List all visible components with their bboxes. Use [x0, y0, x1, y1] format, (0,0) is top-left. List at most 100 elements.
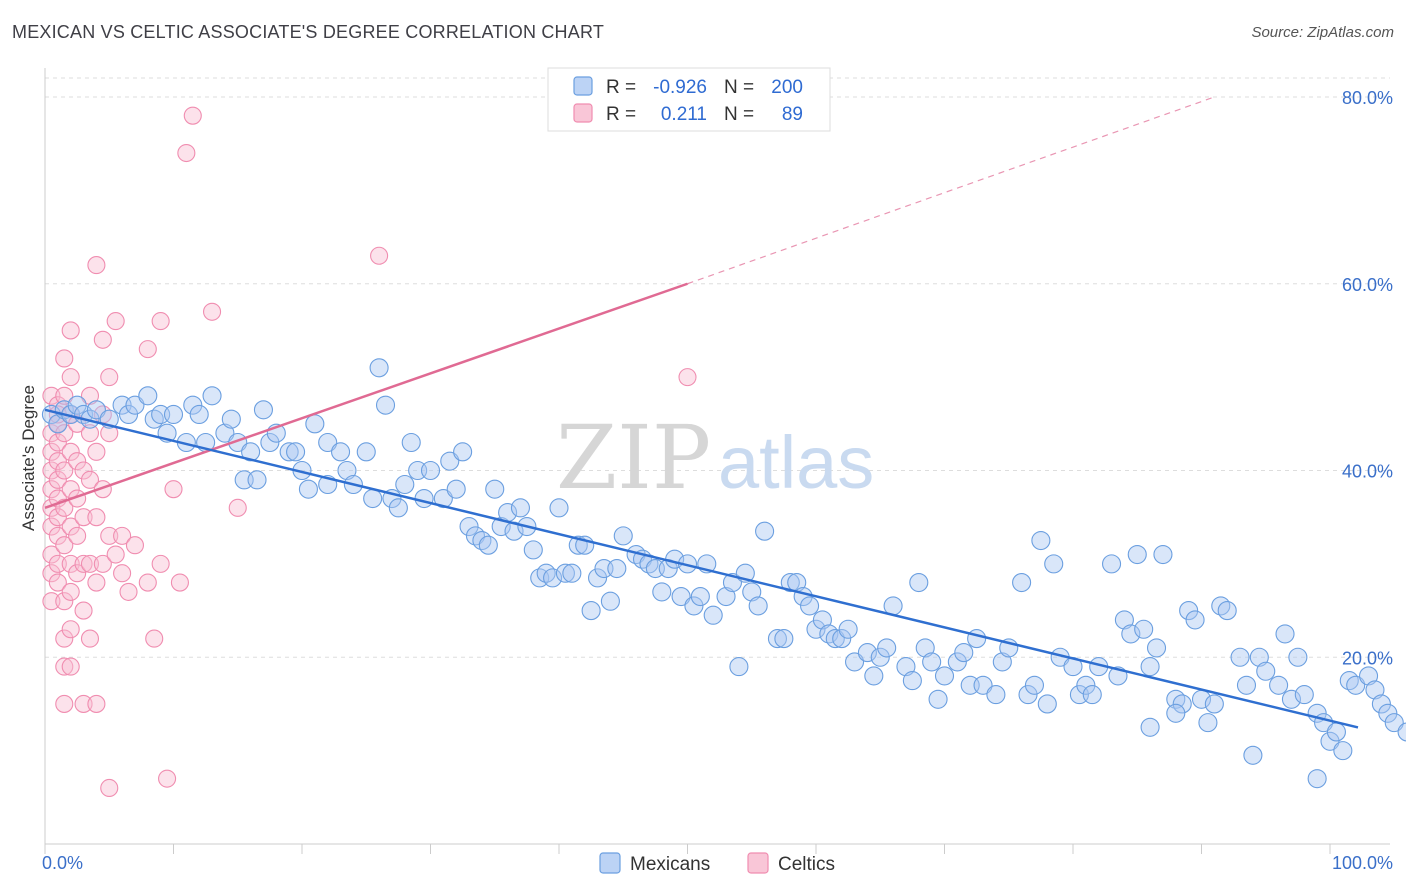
- mexican-point: [221, 409, 241, 429]
- mexican-point: [600, 591, 620, 611]
- mexican-point: [967, 629, 987, 649]
- celtic-point: [55, 592, 74, 611]
- celtic-point: [678, 368, 697, 387]
- mexican-point: [414, 488, 434, 509]
- mexican-point: [774, 629, 794, 649]
- mexican-point: [478, 535, 498, 555]
- celtic-trend-extension: [687, 96, 1215, 285]
- celtic-point: [61, 657, 80, 676]
- mexican-point: [825, 629, 845, 649]
- mexican-point: [973, 675, 993, 695]
- celtic-point: [61, 368, 80, 387]
- mexican-point: [440, 451, 460, 471]
- celtic-point: [138, 573, 157, 592]
- celtic-point: [68, 526, 87, 545]
- legend-box: R = -0.926 N = 200 R = 0.211 N = 89: [547, 67, 831, 132]
- celtic-points: [42, 106, 697, 798]
- mexican-point: [1378, 703, 1398, 723]
- mexican-point: [253, 400, 274, 420]
- celtic-point: [87, 256, 106, 275]
- mexican-point: [877, 638, 897, 658]
- mexican-point: [1012, 572, 1032, 593]
- bottom-legend-mexicans: Mexicans: [630, 854, 710, 875]
- mexican-point: [684, 596, 704, 616]
- mexican-point: [1275, 624, 1295, 644]
- mexican-point: [401, 432, 421, 453]
- mexican-point: [247, 470, 267, 490]
- celtic-point: [100, 778, 119, 798]
- mexican-point: [780, 572, 800, 593]
- celtic-point: [48, 470, 67, 489]
- mexican-point: [1359, 666, 1379, 686]
- legend-r-label-2: R =: [606, 104, 636, 125]
- mexican-point: [922, 652, 942, 672]
- chart-title: MEXICAN VS CELTIC ASSOCIATE'S DEGREE COR…: [12, 22, 605, 42]
- mexican-point: [298, 479, 318, 499]
- mexican-point: [215, 423, 235, 443]
- celtic-point: [55, 657, 74, 676]
- celtic-point: [48, 526, 67, 545]
- watermark-zip: ZIP: [556, 406, 711, 509]
- bottom-legend-celtics: Celtics: [778, 854, 835, 875]
- celtic-point: [48, 433, 67, 452]
- y-tick-label-60: 60.0%: [1342, 275, 1393, 295]
- mexican-point: [812, 610, 832, 630]
- mexican-point: [954, 643, 974, 663]
- mexican-point: [420, 460, 441, 481]
- celtic-point: [74, 554, 93, 573]
- legend-swatch-celtics: [573, 103, 593, 123]
- mexican-point: [832, 629, 852, 649]
- celtic-point: [74, 601, 93, 620]
- mexican-point: [613, 526, 633, 546]
- mexican-point: [1037, 694, 1057, 714]
- celtic-point: [113, 564, 132, 583]
- y-tick-label-40: 40.0%: [1342, 462, 1393, 482]
- legend-r-label-1: R =: [606, 77, 636, 98]
- mexican-point: [48, 414, 68, 434]
- bottom-legend-swatch-mexicans: [599, 852, 621, 874]
- celtic-point: [42, 442, 61, 461]
- mexican-point: [395, 474, 415, 495]
- mexican-point: [1243, 745, 1263, 765]
- mexican-point: [716, 587, 736, 607]
- mexican-point: [587, 568, 608, 588]
- mexican-point: [305, 414, 325, 434]
- mexican-point: [1346, 675, 1366, 695]
- mexican-point: [1172, 694, 1192, 714]
- celtic-point: [55, 536, 74, 555]
- mexican-point: [86, 400, 106, 420]
- mexican-point: [1140, 657, 1160, 677]
- mexican-point: [1281, 689, 1301, 709]
- celtic-point: [42, 564, 61, 583]
- celtic-point: [48, 573, 67, 592]
- mexican-point: [1384, 713, 1404, 733]
- celtic-point: [55, 424, 74, 443]
- mexican-point: [485, 479, 505, 499]
- mexican-point: [459, 516, 479, 537]
- mexican-point: [286, 442, 306, 462]
- mexican-point: [118, 404, 139, 425]
- mexican-trend-line: [44, 408, 1359, 729]
- mexican-point: [1198, 713, 1218, 733]
- mexican-point: [555, 563, 575, 583]
- celtic-point: [68, 452, 87, 471]
- legend-n-label-2: N =: [724, 104, 754, 125]
- celtic-point: [42, 424, 61, 443]
- celtic-point: [74, 508, 93, 527]
- mexican-point: [318, 432, 338, 453]
- mexican-point: [986, 685, 1006, 705]
- mexican-point: [934, 666, 955, 686]
- mexican-point: [947, 652, 967, 672]
- celtic-point: [48, 554, 67, 573]
- mexican-point: [138, 386, 158, 406]
- mexican-point: [844, 652, 865, 672]
- mexican-point: [337, 460, 357, 481]
- celtic-point: [87, 442, 106, 461]
- celtic-point: [87, 694, 106, 713]
- celtic-trend-line: [44, 282, 688, 510]
- celtic-point: [61, 620, 80, 639]
- mexican-point: [742, 582, 762, 602]
- mexican-point: [767, 629, 788, 649]
- source-credit: Source: ZipAtlas.com: [1251, 24, 1394, 41]
